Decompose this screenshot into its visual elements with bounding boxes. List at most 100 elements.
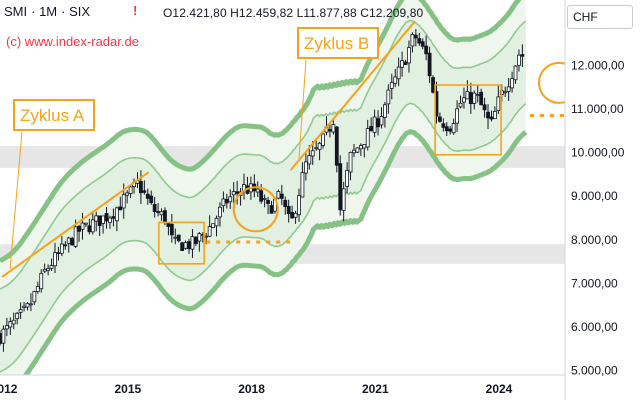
candle-body [145, 193, 150, 199]
candle-body [11, 319, 16, 325]
candle-body [90, 219, 95, 233]
x-tick-label: 2015 [114, 382, 141, 396]
candle-body [108, 217, 112, 223]
candle-body [49, 265, 54, 269]
exchange-label: SIX [69, 4, 91, 19]
candle-body [297, 195, 301, 216]
candle-body [169, 223, 174, 236]
candle-body [197, 233, 202, 242]
candle-body [455, 108, 459, 124]
envelope-band-line [0, 129, 528, 400]
candle-body [424, 45, 429, 55]
candle-body [94, 215, 99, 222]
ohlc-values: O12.421,80 H12.459,82 L11.877,88 C12.209… [163, 6, 424, 20]
candle-body [111, 216, 116, 219]
candle-body [152, 204, 157, 212]
candle-body [231, 191, 236, 196]
cycle-label-b: Zyklus B [304, 34, 369, 53]
candle-body [166, 222, 171, 227]
highlight-circle [232, 186, 279, 233]
candle-body [290, 212, 295, 219]
candle-body [479, 91, 484, 106]
candle-body [345, 169, 350, 187]
candle-body [97, 215, 102, 227]
candle-body [379, 116, 384, 126]
candle-body [465, 91, 470, 100]
candle-body [328, 129, 332, 132]
consolidation-box [157, 221, 205, 265]
candle-body [506, 86, 511, 92]
candle-body [84, 222, 88, 225]
candle-body [22, 305, 26, 308]
trendline-a [1, 171, 150, 278]
candle-body [228, 196, 233, 203]
y-tick-label: 9.000,00 [571, 189, 618, 203]
candle-body [341, 188, 346, 211]
candle-body [101, 215, 106, 224]
y-tick-label: 7.000,00 [571, 276, 618, 290]
consolidation-box [434, 84, 502, 156]
time-axis-bg [0, 375, 565, 400]
candle-body [42, 268, 47, 272]
candle-body [4, 325, 9, 330]
candle-body [389, 81, 394, 89]
candle-body [207, 226, 212, 237]
candle-body [39, 272, 44, 290]
candle-body [125, 192, 130, 196]
candle-body [462, 97, 466, 103]
candle-body [314, 147, 319, 150]
candle-body [431, 77, 435, 93]
candle-body [1, 328, 6, 344]
candle-body [458, 102, 463, 108]
candle-body [114, 207, 119, 222]
candle-body [472, 92, 477, 104]
candle-body [224, 199, 229, 204]
candle-body [204, 235, 209, 238]
candle-body [66, 237, 71, 244]
candle-body [496, 96, 501, 111]
candle-body [307, 155, 312, 165]
candle-body [63, 244, 68, 247]
candle-body [489, 116, 494, 120]
candle-body [310, 150, 315, 157]
cycle-label-box [297, 27, 379, 59]
interval-label[interactable]: 1M [39, 4, 58, 19]
candle-body [334, 126, 339, 166]
candle-body [269, 205, 274, 214]
candle-body [369, 126, 374, 132]
candle-body [286, 205, 291, 215]
candle-body [15, 312, 20, 320]
candle-body [410, 34, 415, 47]
x-tick-label: 2021 [362, 382, 389, 396]
candle-body [503, 91, 508, 94]
candle-body [59, 243, 64, 254]
candle-body [193, 236, 198, 244]
candle-body [338, 163, 343, 211]
candle-body [383, 104, 387, 118]
candle-body [300, 172, 305, 198]
candle-body [149, 195, 154, 204]
alert-flag-icon[interactable]: ! [133, 3, 138, 18]
candle-body [407, 47, 411, 64]
candle-body [218, 206, 222, 218]
y-tick-label: 8.000,00 [571, 233, 618, 247]
candle-body [417, 38, 422, 44]
candle-body [259, 190, 264, 202]
candle-body [276, 191, 281, 199]
symbol-name[interactable]: SMI [4, 4, 28, 19]
candle-body [73, 226, 78, 247]
candle-body [303, 161, 308, 174]
candle-body [46, 268, 51, 271]
candle-body [362, 144, 367, 149]
candle-body [482, 104, 487, 111]
candle-body [56, 252, 61, 255]
x-tick-label: 2012 [0, 382, 18, 396]
label-leader [298, 59, 307, 163]
currency-selector[interactable]: CHF [567, 5, 633, 29]
candle-body [121, 194, 126, 209]
envelope-band-line [0, 19, 527, 290]
cycle-label-a: Zyklus A [20, 106, 85, 125]
candle-body [451, 123, 456, 134]
candle-body [321, 133, 325, 146]
